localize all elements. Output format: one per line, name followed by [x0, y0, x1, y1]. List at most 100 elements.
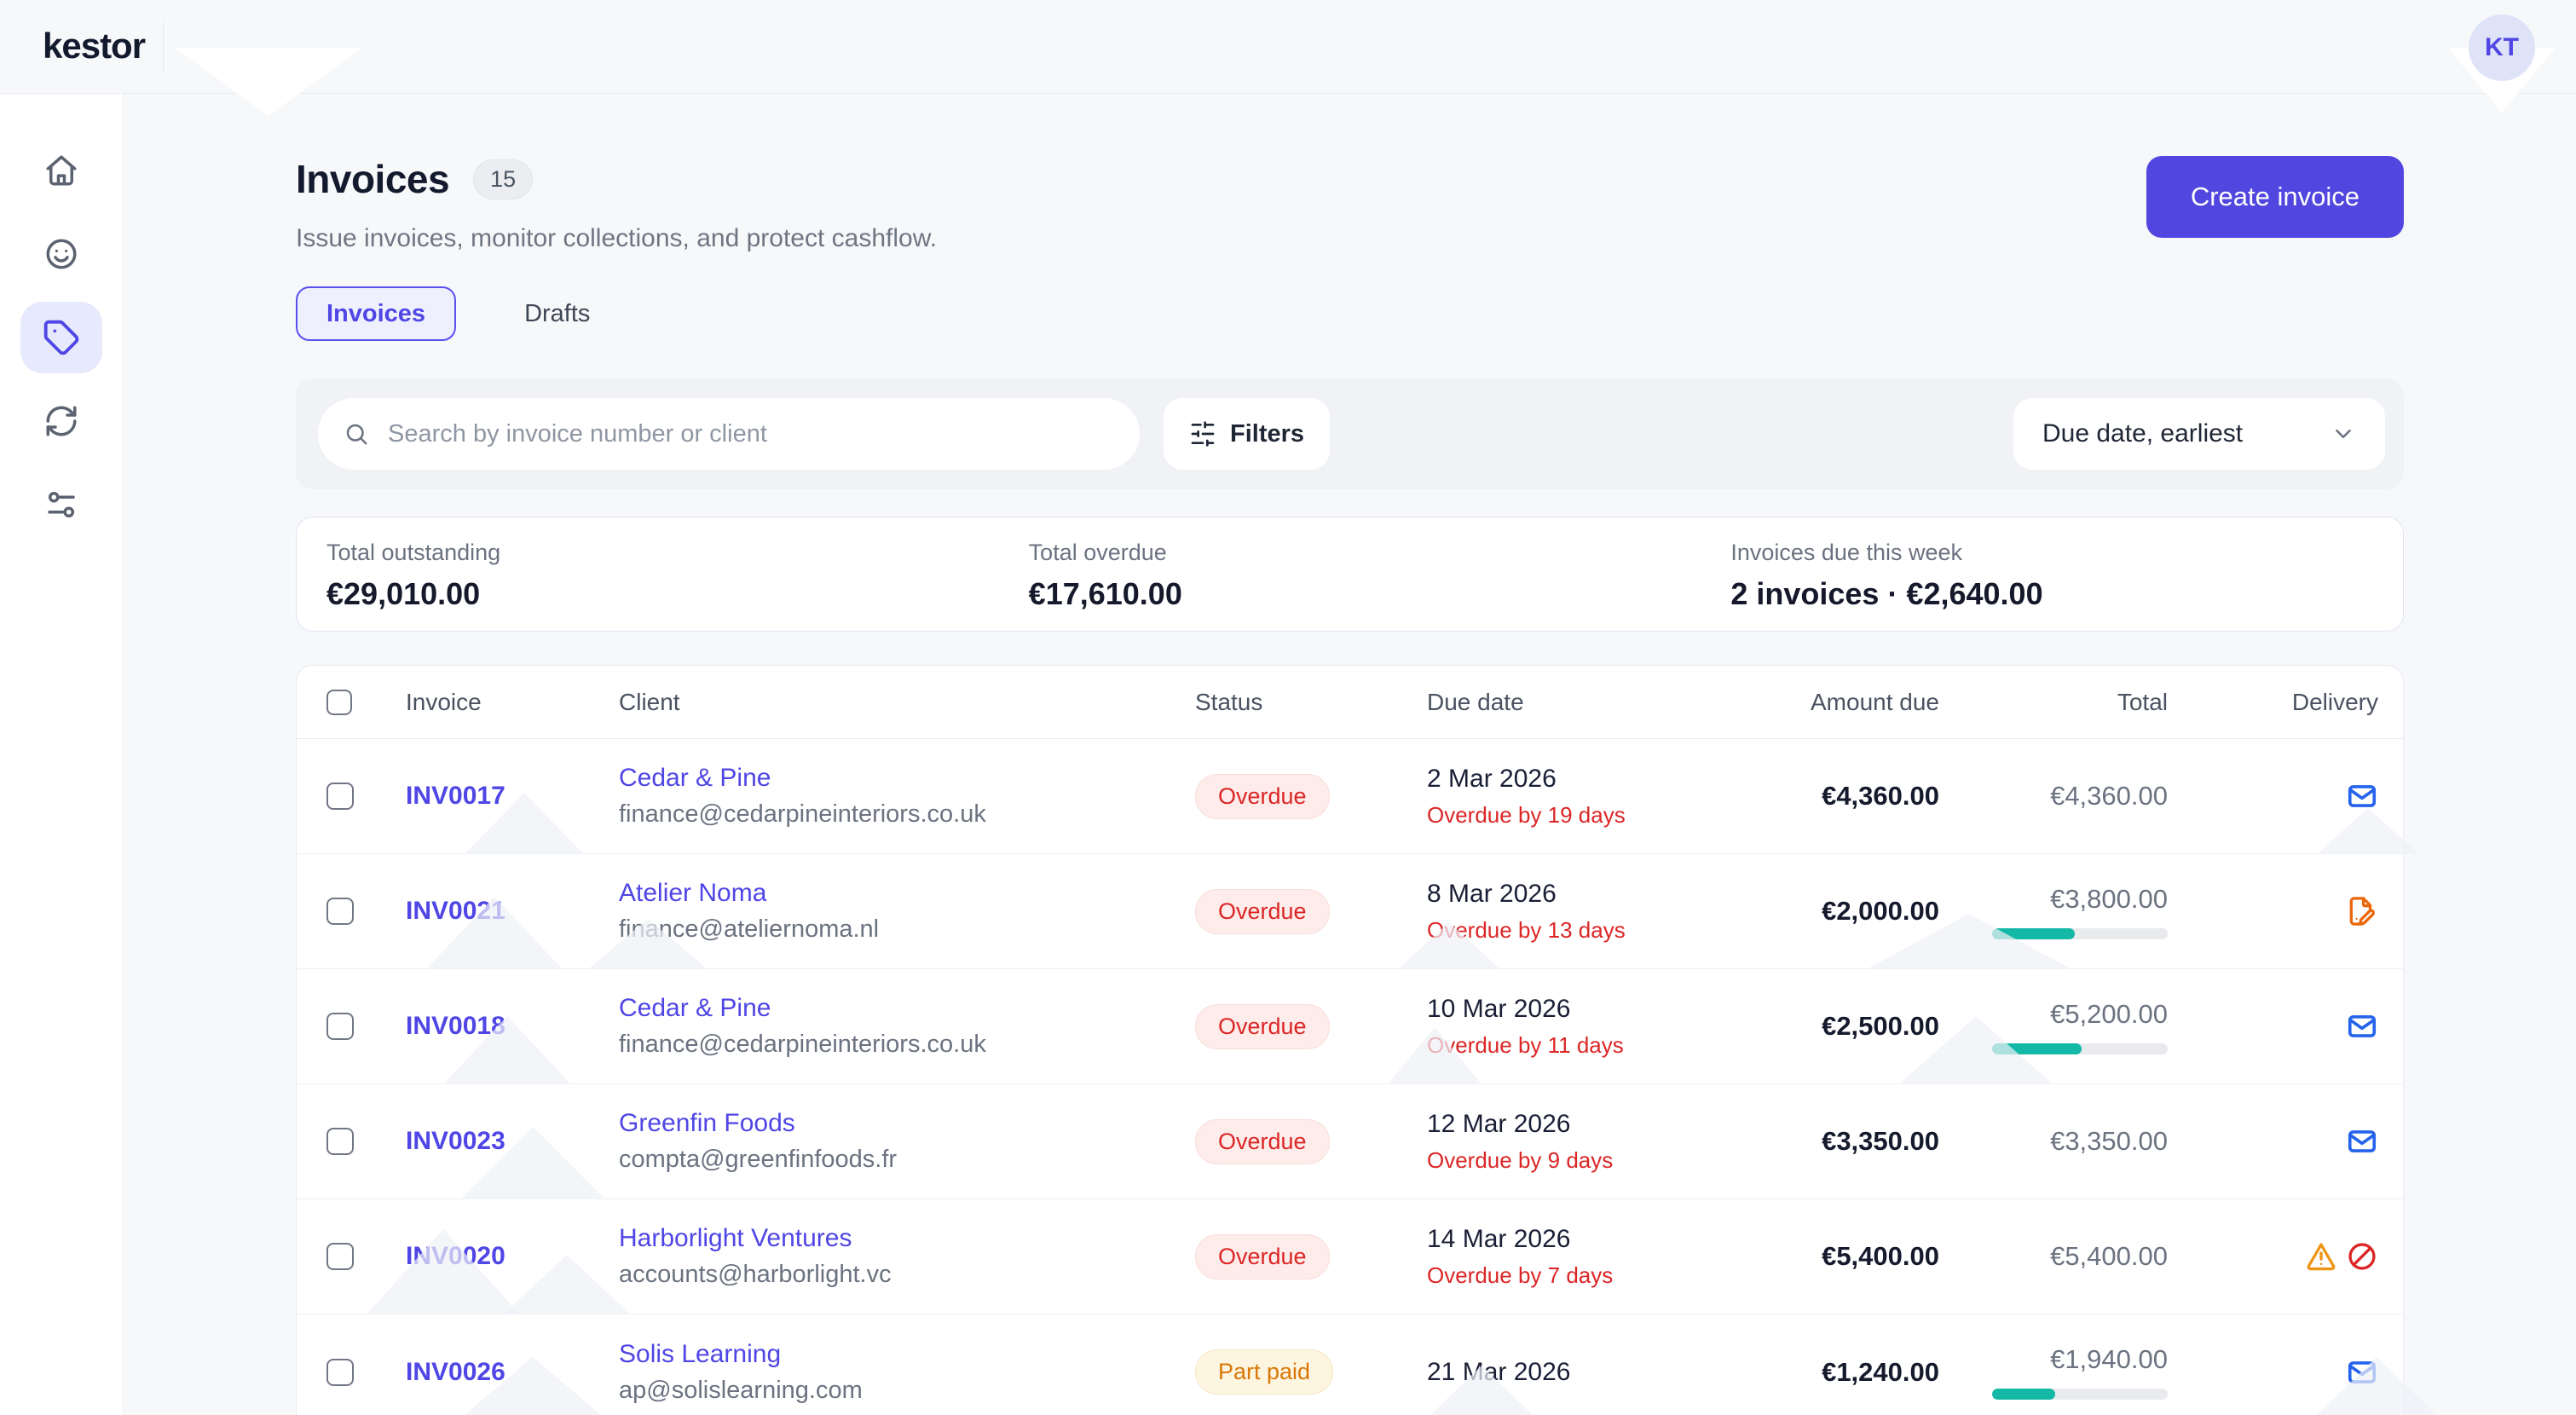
chevron-down-icon [2336, 430, 2351, 438]
delivery-icons[interactable] [2213, 1240, 2402, 1273]
status-badge: Overdue [1195, 1118, 1330, 1164]
payment-progress-fill [1992, 1389, 2056, 1400]
table-row: INV0021 Atelier Noma finance@ateliernoma… [297, 854, 2403, 969]
sidebar [0, 94, 124, 1415]
status-badge: Part paid [1195, 1349, 1334, 1395]
sort-dropdown[interactable]: Due date, earliest [2013, 398, 2385, 470]
search-input[interactable] [388, 419, 1114, 448]
brand-logo: kestor [43, 26, 146, 66]
row-checkbox[interactable] [326, 1128, 354, 1155]
status-badge: Overdue [1195, 1003, 1330, 1049]
tab-invoices[interactable]: Invoices [296, 286, 457, 341]
invoice-link[interactable]: INV0026 [406, 1357, 505, 1386]
status-badge: Overdue [1195, 888, 1330, 934]
sidebar-item-settings[interactable] [20, 469, 102, 540]
row-checkbox[interactable] [326, 1358, 354, 1386]
tab-drafts[interactable]: Drafts [524, 299, 591, 327]
due-note: Overdue by 19 days [1427, 801, 1626, 828]
payment-progress [1992, 1389, 2168, 1400]
client-link[interactable]: Cedar & Pine [619, 994, 771, 1022]
row-checkbox[interactable] [326, 783, 354, 810]
col-amount-due: Amount due [1811, 688, 1939, 715]
delivery-icons[interactable] [2213, 1010, 2402, 1042]
col-total: Total [2117, 688, 2168, 715]
invoice-link[interactable]: INV0018 [406, 1012, 505, 1040]
amount-due: €2,500.00 [1822, 1011, 1939, 1041]
client-email: finance@cedarpineinteriors.co.uk [619, 800, 986, 828]
due-date: 21 Mar 2026 [1427, 1357, 1571, 1386]
topbar: kestor KT [0, 0, 2576, 116]
due-note: Overdue by 9 days [1427, 1146, 1614, 1173]
client-link[interactable]: Solis Learning [619, 1339, 782, 1368]
row-checkbox[interactable] [326, 1243, 354, 1270]
sync-icon [46, 406, 77, 436]
client-email: compta@greenfinfoods.fr [619, 1146, 898, 1173]
client-link[interactable]: Harborlight Ventures [619, 1224, 852, 1252]
due-date: 14 Mar 2026 [1427, 1224, 1571, 1253]
invoice-link[interactable]: INV0020 [406, 1242, 505, 1270]
table-row: INV0023 Greenfin Foods compta@greenfinfo… [297, 1084, 2403, 1199]
select-all-checkbox[interactable] [326, 689, 352, 715]
page-subtitle: Issue invoices, monitor collections, and… [296, 224, 938, 252]
total-amount: €4,360.00 [2050, 781, 2168, 811]
delivery-icons[interactable] [2213, 780, 2402, 812]
table-row: INV0017 Cedar & Pine finance@cedarpinein… [297, 739, 2403, 854]
delivery-icons[interactable] [2213, 1356, 2402, 1389]
invoice-link[interactable]: INV0023 [406, 1127, 505, 1155]
status-badge: Overdue [1195, 1233, 1330, 1279]
search-box[interactable] [318, 398, 1140, 470]
stat-due-this-week: Invoices due this week 2 invoices · €2,6… [1701, 517, 2403, 631]
due-date: 10 Mar 2026 [1427, 994, 1571, 1023]
client-email: ap@solislearning.com [619, 1376, 863, 1404]
stat-value: 2 invoices · €2,640.00 [1730, 576, 2043, 611]
payment-progress-fill [1992, 1042, 2082, 1054]
payment-progress [1992, 927, 2168, 939]
invoice-link[interactable]: INV0017 [406, 782, 505, 810]
amount-due: €1,240.00 [1822, 1356, 1939, 1387]
client-link[interactable]: Cedar & Pine [619, 764, 771, 792]
due-date: 8 Mar 2026 [1427, 879, 1557, 908]
stat-value: €29,010.00 [326, 576, 481, 611]
filters-button[interactable]: Filters [1164, 398, 1331, 470]
warning-icon [2307, 1243, 2336, 1271]
user-avatar[interactable]: KT [2469, 14, 2535, 81]
filters-label: Filters [1230, 419, 1305, 448]
mail-icon [2348, 785, 2377, 807]
table-body: INV0017 Cedar & Pine finance@cedarpinein… [297, 739, 2403, 1415]
sort-value: Due date, earliest [2042, 419, 2244, 448]
row-checkbox[interactable] [326, 1013, 354, 1040]
client-email: accounts@harborlight.vc [619, 1261, 892, 1288]
sidebar-item-sync[interactable] [20, 385, 102, 457]
sidebar-item-clients[interactable] [20, 218, 102, 290]
due-date: 2 Mar 2026 [1427, 764, 1557, 793]
search-icon [346, 424, 367, 445]
file-edit-icon [2349, 897, 2375, 926]
total-amount: €1,940.00 [2050, 1344, 2168, 1374]
sidebar-item-home[interactable] [20, 135, 102, 206]
filter-sliders-icon [1191, 421, 1215, 447]
payment-progress [1992, 1042, 2168, 1054]
total-amount: €3,350.00 [2050, 1126, 2168, 1156]
amount-due: €5,400.00 [1822, 1241, 1939, 1271]
client-email: finance@cedarpineinteriors.co.uk [619, 1031, 986, 1058]
due-note: Overdue by 11 days [1427, 1031, 1624, 1058]
delivery-icons[interactable] [2213, 1125, 2402, 1158]
status-badge: Overdue [1195, 773, 1330, 819]
sidebar-item-invoices[interactable] [20, 302, 102, 373]
create-invoice-button[interactable]: Create invoice [2146, 156, 2404, 238]
due-note: Overdue by 13 days [1427, 916, 1626, 943]
mail-icon [2348, 1360, 2377, 1383]
mail-icon [2348, 1015, 2377, 1037]
row-checkbox[interactable] [326, 898, 354, 925]
stat-label: Total overdue [1028, 540, 1167, 565]
table-row: INV0020 Harborlight Ventures accounts@ha… [297, 1199, 2403, 1314]
client-link[interactable]: Greenfin Foods [619, 1109, 795, 1137]
blocked-icon [2348, 1243, 2376, 1270]
client-link[interactable]: Atelier Noma [619, 879, 767, 907]
delivery-icons[interactable] [2213, 895, 2402, 927]
tab-bar: Invoices Drafts [296, 286, 937, 341]
table-header: Invoice Client Status Due date Amount du… [297, 666, 2403, 739]
invoice-link[interactable]: INV0021 [406, 897, 505, 925]
main-content: Invoices 15 Issue invoices, monitor coll… [124, 94, 2576, 1415]
page-header: Invoices 15 Issue invoices, monitor coll… [296, 156, 2404, 341]
